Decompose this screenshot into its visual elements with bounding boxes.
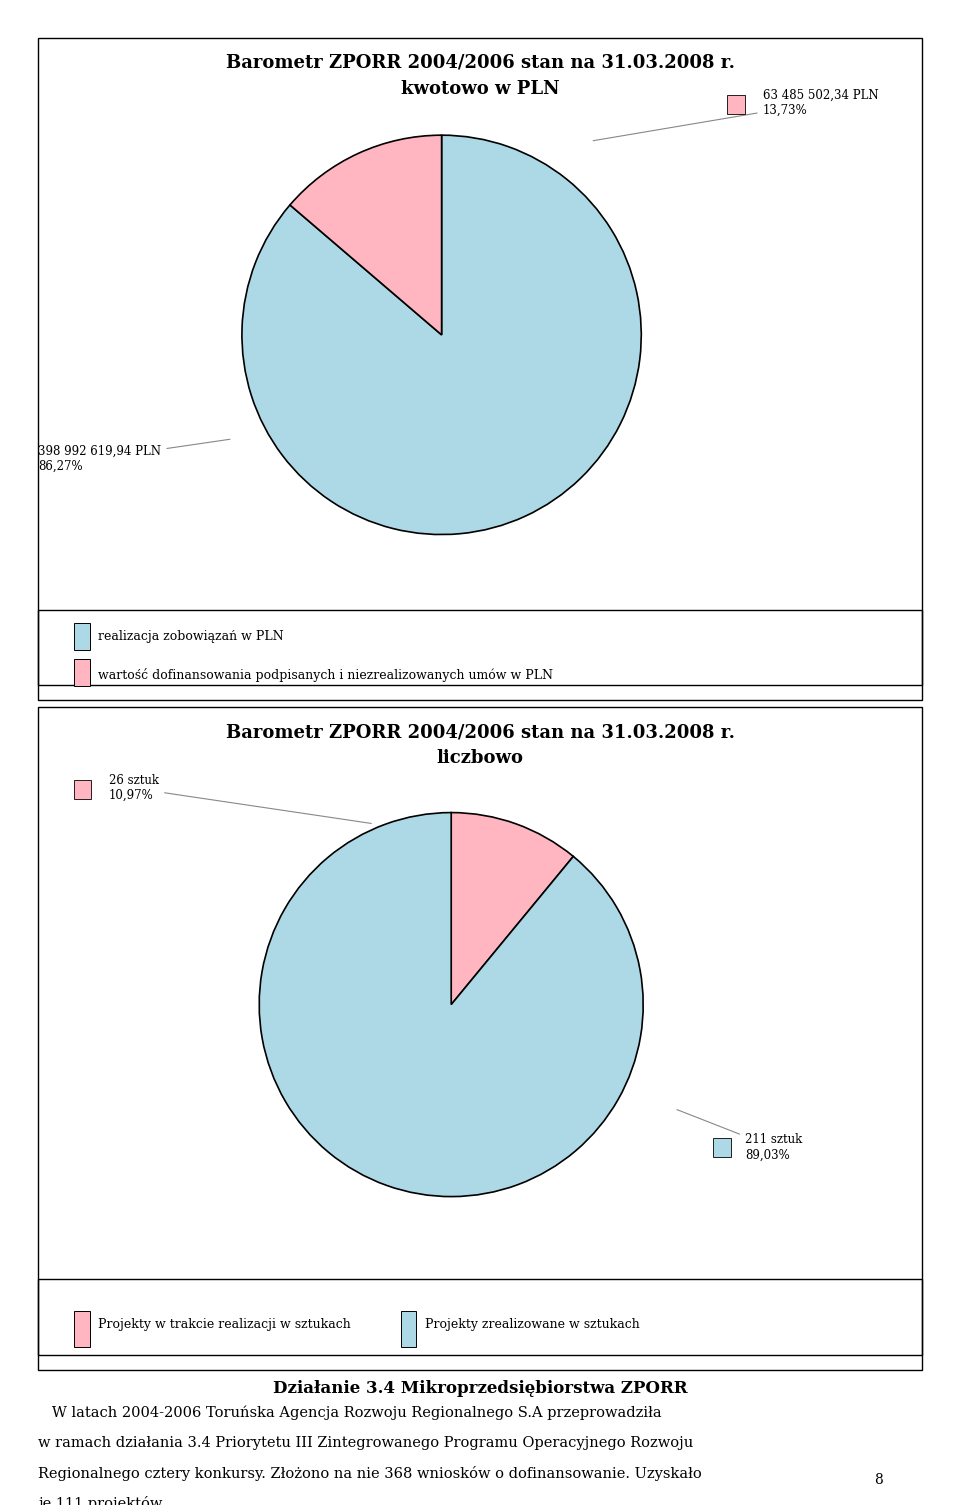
Bar xyxy=(74,780,91,799)
Text: kwotowo w PLN: kwotowo w PLN xyxy=(400,80,560,98)
Text: 63 485 502,34 PLN
13,73%: 63 485 502,34 PLN 13,73% xyxy=(593,89,878,140)
Text: Regionalnego cztery konkursy. Złożono na nie 368 wniosków o dofinansowanie. Uzys: Regionalnego cztery konkursy. Złożono na… xyxy=(38,1466,702,1481)
Text: Projekty w trakcie realizacji w sztukach: Projekty w trakcie realizacji w sztukach xyxy=(99,1318,351,1330)
Wedge shape xyxy=(259,813,643,1196)
Text: Działanie 3.4 Mikroprzedsiębiorstwa ZPORR: Działanie 3.4 Mikroprzedsiębiorstwa ZPOR… xyxy=(273,1380,687,1397)
Text: Projekty zrealizowane w sztukach: Projekty zrealizowane w sztukach xyxy=(425,1318,640,1330)
Wedge shape xyxy=(242,135,641,534)
Text: liczbowo: liczbowo xyxy=(437,749,523,768)
Bar xyxy=(713,1138,731,1157)
Bar xyxy=(74,1311,89,1347)
Bar xyxy=(400,1311,417,1347)
Text: 8: 8 xyxy=(875,1473,883,1487)
Bar xyxy=(74,659,89,686)
Text: w ramach działania 3.4 Priorytetu III Zintegrowanego Programu Operacyjnego Rozwo: w ramach działania 3.4 Priorytetu III Zi… xyxy=(38,1436,694,1449)
Bar xyxy=(74,623,89,650)
Text: Barometr ZPORR 2004/2006 stan na 31.03.2008 r.: Barometr ZPORR 2004/2006 stan na 31.03.2… xyxy=(226,724,734,742)
Text: 211 sztuk
89,03%: 211 sztuk 89,03% xyxy=(677,1109,803,1162)
Text: 26 sztuk
10,97%: 26 sztuk 10,97% xyxy=(109,774,372,823)
Text: W latach 2004-2006 Toruńska Agencja Rozwoju Regionalnego S.A przeprowadziła: W latach 2004-2006 Toruńska Agencja Rozw… xyxy=(38,1406,662,1421)
Wedge shape xyxy=(290,135,442,336)
Bar xyxy=(3,444,21,464)
Text: realizacja zobowiązań w PLN: realizacja zobowiązań w PLN xyxy=(99,631,284,643)
Text: je 111 projektów.: je 111 projektów. xyxy=(38,1496,166,1505)
Text: wartość dofinansowania podpisanych i niezrealizowanych umów w PLN: wartość dofinansowania podpisanych i nie… xyxy=(99,668,554,682)
Wedge shape xyxy=(451,813,573,1005)
Text: 398 992 619,94 PLN
86,27%: 398 992 619,94 PLN 86,27% xyxy=(38,439,230,473)
Bar xyxy=(728,95,745,114)
Text: Barometr ZPORR 2004/2006 stan na 31.03.2008 r.: Barometr ZPORR 2004/2006 stan na 31.03.2… xyxy=(226,54,734,72)
